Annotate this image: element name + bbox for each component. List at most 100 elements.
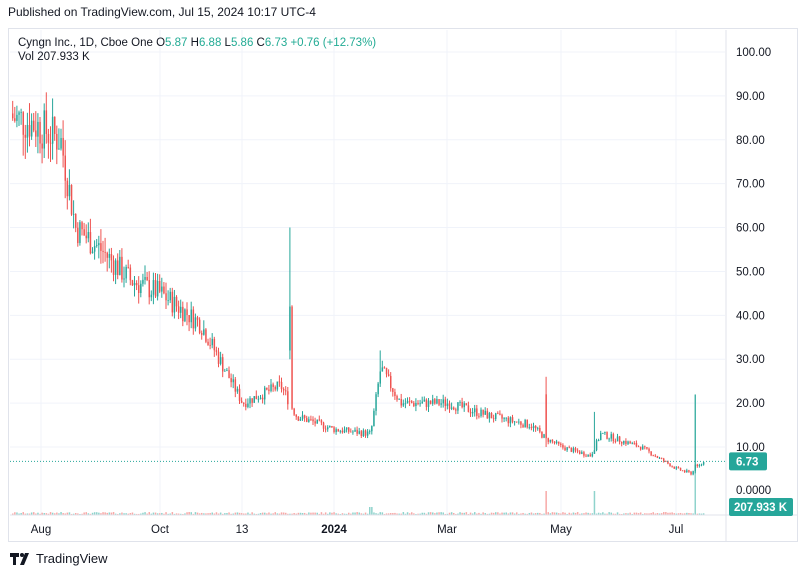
volume-bar (642, 513, 644, 515)
candle-body (85, 235, 87, 239)
candle-body (297, 416, 300, 421)
candle-body (186, 309, 188, 316)
candle-body (110, 254, 113, 261)
candle-body (539, 427, 541, 432)
candle-body (591, 453, 594, 457)
volume-bar (12, 513, 14, 515)
candle-body (72, 214, 75, 215)
candle-body (581, 452, 583, 454)
candle-body (56, 133, 58, 150)
candle-body (574, 448, 577, 451)
candle-body (450, 407, 453, 409)
candle-body (108, 254, 111, 258)
volume-tick-label: 0.0000 (736, 485, 771, 497)
volume-bar (327, 513, 329, 515)
volume-bar (192, 513, 195, 515)
candle-body (526, 420, 528, 428)
volume-bar (343, 513, 346, 515)
candle-body (408, 400, 411, 402)
candle-body (520, 421, 522, 425)
volume-bar (159, 513, 161, 515)
time-axis: Aug Oct 13 2024 Mar May Jul (31, 524, 684, 536)
candle-body (123, 278, 125, 280)
tradingview-brand[interactable]: TradingView (10, 551, 108, 566)
candle-body (455, 409, 457, 411)
volume-bar (318, 513, 321, 515)
candle-body (637, 446, 640, 448)
candle-body (152, 280, 155, 295)
candle-body (633, 443, 636, 444)
volume-bar (427, 512, 430, 515)
volume-bar (119, 513, 121, 515)
volume-bar (480, 513, 482, 515)
candle-body (60, 137, 62, 149)
volume-bar (177, 513, 180, 515)
volume-bar (329, 512, 331, 515)
candle-body (100, 243, 102, 251)
candle-body (264, 387, 266, 400)
candle-body (135, 282, 138, 286)
volume-bar (20, 513, 22, 515)
candle-body (377, 383, 379, 395)
candle-body (30, 120, 33, 137)
candle-body (532, 425, 535, 429)
volume-bar (465, 512, 468, 515)
volume-bar (608, 512, 610, 515)
candle-body (696, 464, 699, 467)
candle-body (173, 296, 176, 313)
volume-bar (618, 513, 621, 515)
candle-body (415, 402, 417, 407)
volume-bar (356, 512, 358, 515)
volume-bar (507, 513, 510, 515)
candle-body (665, 461, 667, 463)
candle-body (442, 399, 444, 404)
volume-bar (505, 512, 507, 515)
candle-body (255, 396, 258, 400)
candle-body (642, 446, 644, 450)
candle-body (230, 378, 232, 383)
candle-body (434, 399, 436, 404)
volume-bar (211, 512, 213, 515)
volume-bar (610, 512, 612, 515)
candle-body (660, 457, 663, 459)
volume-bar (411, 512, 413, 515)
volume-bar (583, 513, 585, 515)
volume-bar (497, 512, 499, 515)
volume-badge: 207.933 K (729, 498, 793, 516)
candle-body (360, 431, 363, 437)
volume-bar (511, 512, 514, 515)
volume-bar (144, 512, 146, 515)
candle-body (486, 410, 489, 419)
volume-bar (677, 513, 680, 515)
volume-bar (448, 512, 451, 515)
volume-bar (148, 512, 150, 515)
volume-bar (70, 513, 73, 515)
volume-bar (259, 513, 262, 515)
volume-bar (402, 512, 405, 515)
candle-body (184, 309, 186, 322)
candle-body (18, 112, 20, 115)
volume-bar (499, 513, 501, 515)
volume-bars (12, 395, 705, 515)
candle-body (499, 413, 501, 415)
volume-bar (358, 512, 360, 515)
candle-body (411, 401, 413, 403)
volume-bar (186, 512, 188, 515)
volume-bar (320, 512, 323, 515)
candle-body (114, 260, 117, 275)
volume-bar (114, 513, 117, 515)
volume-bar (54, 513, 56, 515)
volume-bar (442, 512, 444, 515)
candle-body (562, 444, 564, 448)
volume-bar (450, 512, 453, 515)
candle-body (413, 402, 415, 407)
candle-body (446, 403, 449, 406)
volume-bar (316, 512, 318, 515)
candle-body (396, 395, 398, 400)
volume-bar (83, 512, 85, 515)
volume-bar (629, 512, 631, 515)
volume-bar (429, 512, 432, 515)
volume-bar (203, 513, 205, 515)
candle-body (663, 458, 665, 462)
